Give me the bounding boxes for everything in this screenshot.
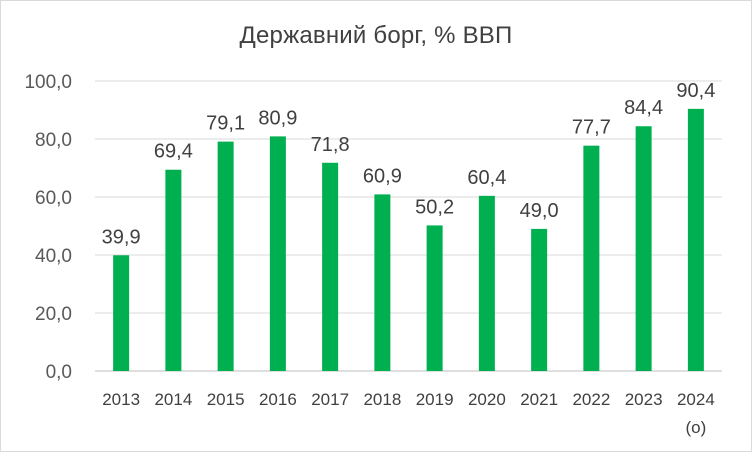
data-label: 80,9 [258,107,297,129]
x-tick-label: 2022 [572,390,610,409]
bar [635,126,652,372]
x-tick-sublabel: (о) [685,418,706,437]
data-label: 90,4 [676,80,715,102]
x-tick-label: 2024 [677,390,715,409]
bar [322,162,339,371]
x-tick-label: 2019 [416,390,454,409]
y-tick-label: 0,0 [46,362,72,383]
data-label: 49,0 [520,200,559,222]
x-tick-label: 2023 [625,390,663,409]
data-label: 71,8 [311,134,350,156]
bar [583,145,600,371]
bar [426,225,443,371]
data-label: 69,4 [154,141,193,163]
x-tick-label: 2016 [259,390,297,409]
bar [113,255,130,371]
y-tick-label: 100,0 [24,72,72,93]
bar [687,108,704,371]
x-tick-label: 2020 [468,390,506,409]
x-tick-label: 2021 [520,390,558,409]
bar [374,194,391,371]
y-tick-label: 20,0 [35,304,72,325]
bar [478,195,495,371]
y-tick-label: 60,0 [35,188,72,209]
x-tick-label: 2015 [207,390,245,409]
bar [217,141,234,371]
data-label: 50,2 [415,196,454,218]
data-label: 60,9 [363,165,402,187]
y-tick-label: 80,0 [35,130,72,151]
data-label: 79,1 [206,113,245,135]
y-tick-label: 40,0 [35,246,72,267]
x-tick-label: 2014 [154,390,192,409]
bar [269,136,286,371]
x-tick-label: 2017 [311,390,349,409]
chart-title: Державний борг, % ВВП [239,22,513,49]
data-label: 77,7 [572,117,611,139]
bar [531,228,548,371]
bar [165,169,182,371]
data-label: 39,9 [102,226,141,248]
x-tick-label: 2018 [363,390,401,409]
data-label: 60,4 [467,167,506,189]
data-label: 84,4 [624,97,663,119]
x-tick-label: 2013 [102,390,140,409]
